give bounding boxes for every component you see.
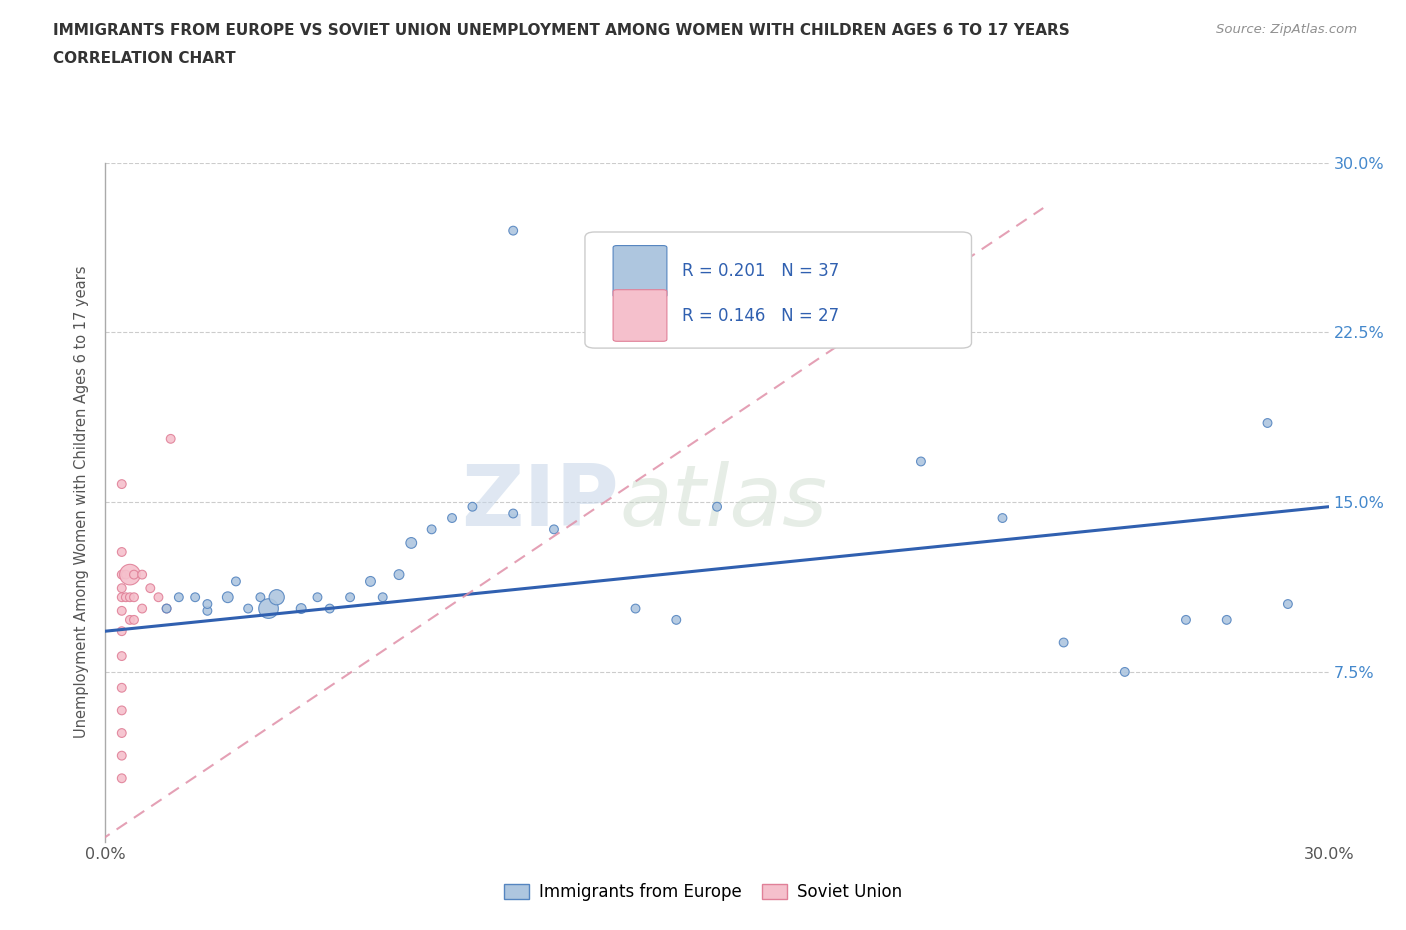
Point bbox=[217, 590, 239, 604]
Point bbox=[167, 590, 190, 604]
Point bbox=[624, 601, 647, 616]
Point bbox=[131, 567, 153, 582]
Point bbox=[118, 613, 141, 628]
FancyBboxPatch shape bbox=[613, 290, 666, 341]
Point bbox=[339, 590, 361, 604]
Point bbox=[290, 601, 312, 616]
Point bbox=[910, 454, 932, 469]
Point bbox=[111, 681, 134, 696]
Text: Source: ZipAtlas.com: Source: ZipAtlas.com bbox=[1216, 23, 1357, 36]
Point bbox=[787, 326, 810, 340]
Point bbox=[111, 624, 134, 639]
Y-axis label: Unemployment Among Women with Children Ages 6 to 17 years: Unemployment Among Women with Children A… bbox=[75, 266, 90, 738]
Point bbox=[122, 613, 145, 628]
Point bbox=[502, 506, 524, 521]
Point bbox=[111, 590, 134, 604]
Point bbox=[236, 601, 260, 616]
Point bbox=[197, 604, 219, 618]
Point bbox=[115, 567, 138, 582]
Text: R = 0.146   N = 27: R = 0.146 N = 27 bbox=[682, 307, 839, 325]
Point bbox=[1052, 635, 1074, 650]
Point bbox=[111, 477, 134, 492]
Point bbox=[139, 580, 162, 595]
Text: ZIP: ZIP bbox=[461, 460, 619, 544]
Point bbox=[388, 567, 411, 582]
Point bbox=[156, 601, 179, 616]
Point bbox=[502, 223, 524, 238]
Point bbox=[266, 590, 288, 604]
Text: atlas: atlas bbox=[619, 460, 827, 544]
Point bbox=[307, 590, 329, 604]
Text: R = 0.201   N = 37: R = 0.201 N = 37 bbox=[682, 262, 839, 280]
Point bbox=[1216, 613, 1239, 628]
Point bbox=[1256, 416, 1278, 431]
Point bbox=[371, 590, 394, 604]
Point bbox=[225, 574, 247, 589]
Point bbox=[111, 703, 134, 718]
FancyBboxPatch shape bbox=[585, 232, 972, 348]
Point bbox=[122, 590, 145, 604]
Point bbox=[665, 613, 688, 628]
FancyBboxPatch shape bbox=[613, 246, 666, 298]
Point bbox=[122, 567, 145, 582]
Point bbox=[1277, 597, 1299, 612]
Point bbox=[184, 590, 207, 604]
Point bbox=[441, 511, 464, 525]
Point bbox=[111, 567, 134, 582]
Legend: Immigrants from Europe, Soviet Union: Immigrants from Europe, Soviet Union bbox=[498, 876, 908, 908]
Point bbox=[115, 590, 138, 604]
Point bbox=[1114, 665, 1136, 680]
Point bbox=[156, 601, 179, 616]
Text: IMMIGRANTS FROM EUROPE VS SOVIET UNION UNEMPLOYMENT AMONG WOMEN WITH CHILDREN AG: IMMIGRANTS FROM EUROPE VS SOVIET UNION U… bbox=[53, 23, 1070, 38]
Point bbox=[118, 590, 141, 604]
Point bbox=[111, 725, 134, 740]
Point bbox=[111, 580, 134, 595]
Point bbox=[111, 749, 134, 764]
Point bbox=[318, 601, 342, 616]
Point bbox=[401, 536, 423, 551]
Point bbox=[197, 597, 219, 612]
Point bbox=[991, 511, 1014, 525]
Point bbox=[706, 499, 728, 514]
Point bbox=[148, 590, 170, 604]
Point bbox=[131, 601, 153, 616]
Point bbox=[249, 590, 271, 604]
Point bbox=[111, 771, 134, 786]
Point bbox=[543, 522, 565, 537]
Point bbox=[111, 604, 134, 618]
Point bbox=[461, 499, 484, 514]
Point bbox=[159, 432, 181, 446]
Point bbox=[360, 574, 382, 589]
Point bbox=[111, 545, 134, 560]
Point bbox=[1175, 613, 1198, 628]
Point bbox=[257, 601, 280, 616]
Point bbox=[420, 522, 443, 537]
Point bbox=[111, 648, 134, 663]
Text: CORRELATION CHART: CORRELATION CHART bbox=[53, 51, 236, 66]
Point bbox=[118, 567, 141, 582]
